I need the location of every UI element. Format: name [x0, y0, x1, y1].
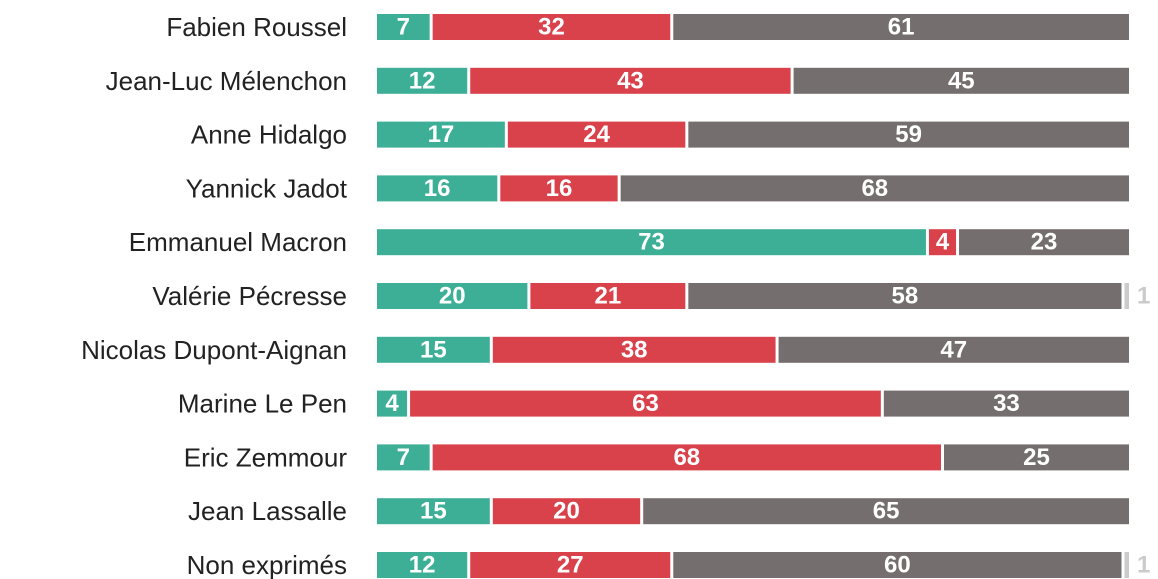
bar-segment: [432, 444, 941, 471]
value-label: 16: [546, 175, 573, 202]
value-label: 61: [888, 14, 915, 41]
category-label: Non exprimés: [187, 550, 347, 579]
bar-segment: [883, 390, 1129, 417]
bar-segment: [778, 336, 1129, 363]
category-label: Eric Zemmour: [184, 442, 348, 472]
bar-segment: [377, 552, 468, 578]
value-label: 16: [424, 175, 451, 202]
bar-segment: [492, 336, 776, 363]
value-label: 17: [428, 121, 455, 148]
value-label: 1: [1137, 283, 1150, 310]
bar-segment: [377, 14, 430, 40]
category-label: Jean Lassalle: [188, 496, 347, 526]
bar-segment: [470, 552, 671, 578]
category-label: Fabien Roussel: [166, 12, 347, 42]
value-label: 20: [439, 283, 466, 310]
category-label: Marine Le Pen: [178, 389, 347, 419]
bar-segment: [377, 67, 468, 94]
category-label: Emmanuel Macron: [129, 227, 347, 257]
bar-segment: [643, 498, 1129, 525]
value-label: 23: [1031, 229, 1058, 256]
value-label: 65: [873, 498, 900, 525]
bar-segment: [377, 229, 926, 256]
value-label: 68: [673, 444, 700, 471]
category-label: Yannick Jadot: [186, 173, 348, 203]
bar-segment: [944, 444, 1129, 471]
value-label: 33: [993, 390, 1020, 417]
value-label: 45: [948, 67, 975, 94]
value-label: 27: [557, 552, 584, 579]
category-label: Anne Hidalgo: [191, 120, 347, 150]
bar-segment: [959, 229, 1129, 256]
value-label: 59: [895, 121, 922, 148]
bar-segment: [377, 175, 498, 202]
bar-segment: [410, 390, 881, 417]
bar-segment: [470, 67, 791, 94]
bar-segment: [530, 283, 686, 309]
bar-segment: [377, 390, 408, 417]
bar-segment: [507, 121, 686, 148]
value-label: 68: [861, 175, 888, 202]
bar-segment: [673, 14, 1129, 40]
value-label: 43: [617, 67, 644, 94]
bar-segment: [377, 498, 490, 525]
category-label: Nicolas Dupont-Aignan: [81, 335, 347, 365]
value-label: 20: [553, 498, 580, 525]
value-label: 7: [397, 444, 410, 471]
bar-segment: [492, 498, 641, 525]
bar-segment: [1124, 552, 1129, 578]
value-label: 25: [1023, 444, 1050, 471]
bar-segment: [688, 283, 1122, 309]
bar-segment: [377, 283, 528, 309]
bar-segment: [500, 175, 618, 202]
bar-segment: [377, 121, 505, 148]
value-label: 38: [621, 336, 648, 363]
value-label: 7: [397, 14, 410, 41]
bar-segment: [377, 444, 430, 471]
bar-segment: [1124, 283, 1129, 309]
value-label: 58: [892, 283, 919, 310]
value-label: 73: [638, 229, 665, 256]
bar-segment: [673, 552, 1122, 578]
value-label: 4: [936, 229, 950, 256]
bar-segment: [688, 121, 1129, 148]
bar-segment: [432, 14, 671, 40]
value-label: 12: [409, 67, 436, 94]
bar-segment: [928, 229, 957, 256]
value-label: 63: [632, 390, 659, 417]
value-label: 47: [940, 336, 967, 363]
bar-segment: [377, 336, 490, 363]
value-label: 12: [409, 552, 436, 579]
category-label: Valérie Pécresse: [152, 281, 347, 311]
value-label: 4: [385, 390, 399, 417]
category-label: Jean-Luc Mélenchon: [106, 66, 347, 96]
value-label: 24: [583, 121, 610, 148]
value-label: 1: [1137, 552, 1150, 579]
value-label: 15: [420, 336, 447, 363]
bar-segment: [793, 67, 1129, 94]
value-label: 15: [420, 498, 447, 525]
bar-segment: [620, 175, 1129, 202]
value-label: 32: [538, 14, 565, 41]
value-label: 21: [595, 283, 622, 310]
value-label: 60: [884, 552, 911, 579]
